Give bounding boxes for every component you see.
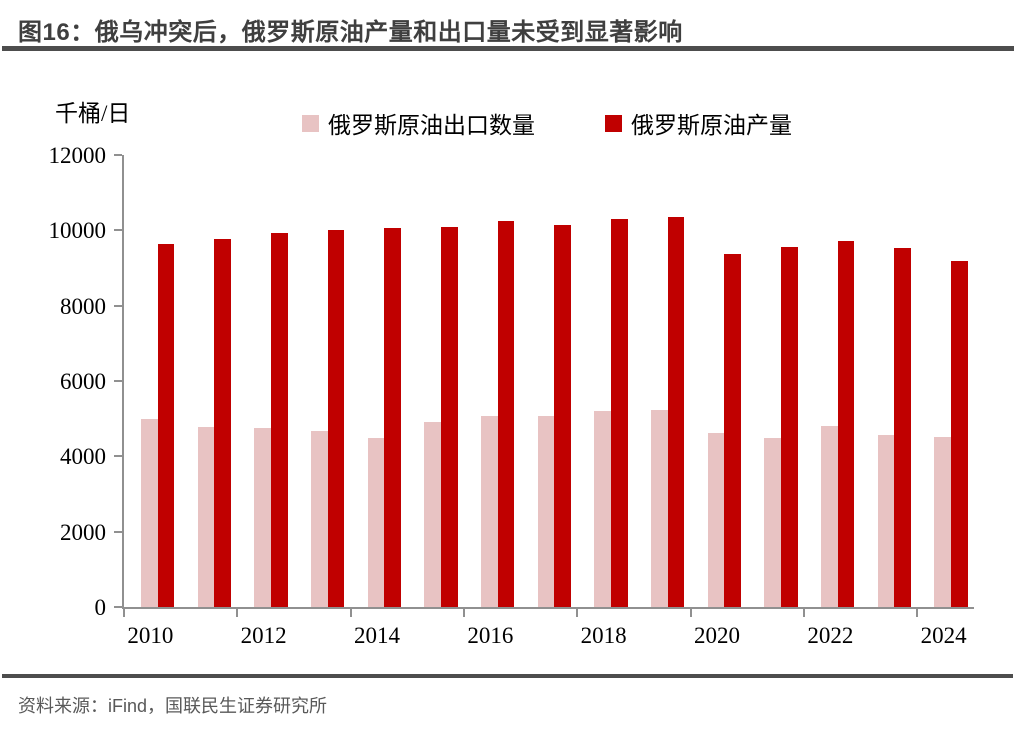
legend-label-production: 俄罗斯原油产量 xyxy=(631,113,792,138)
bar-production-2018 xyxy=(611,218,628,607)
bar-production-2022 xyxy=(837,240,855,607)
bar-production-2013 xyxy=(327,229,345,607)
y-axis-tick xyxy=(114,154,122,156)
x-axis-tick-label: 2016 xyxy=(467,623,514,648)
bar-production-2011 xyxy=(214,239,232,607)
chart-legend: 俄罗斯原油出口数量 俄罗斯原油产量 xyxy=(122,106,972,140)
y-axis-tick-label: 4000 xyxy=(60,444,106,470)
bar-exports-2021 xyxy=(764,437,782,607)
bar-production-2019 xyxy=(667,216,685,607)
source-note: 资料来源：iFind，国联民生证券研究所 xyxy=(18,696,328,716)
bar-production-2012 xyxy=(271,233,288,607)
x-axis-tick xyxy=(463,609,465,617)
x-axis-tick xyxy=(349,609,352,617)
bar-production-2014 xyxy=(384,228,402,607)
x-axis-tick xyxy=(123,609,125,617)
x-axis-tick-label: 2010 xyxy=(127,623,174,648)
bar-exports-2015 xyxy=(424,422,442,607)
bar-exports-2024 xyxy=(934,436,952,607)
bar-production-2010 xyxy=(157,243,175,607)
y-axis-tick xyxy=(114,229,122,232)
legend-item-exports: 俄罗斯原油出口数量 xyxy=(302,106,535,140)
y-axis-tick xyxy=(114,380,122,382)
bar-exports-2017 xyxy=(537,416,555,607)
bar-exports-2018 xyxy=(594,411,612,607)
x-axis-tick xyxy=(803,609,805,617)
bar-production-2021 xyxy=(781,246,798,607)
bar-exports-2014 xyxy=(367,437,385,607)
bar-exports-2012 xyxy=(254,427,272,607)
x-axis-tick xyxy=(236,609,239,617)
legend-swatch-production xyxy=(605,114,622,132)
footer-divider-rule xyxy=(2,674,1013,678)
legend-swatch-exports xyxy=(302,114,319,132)
bar-exports-2016 xyxy=(481,415,498,607)
x-axis-tick xyxy=(689,609,692,617)
bar-production-2017 xyxy=(554,224,572,607)
bar-production-2024 xyxy=(951,261,968,607)
x-axis-tick xyxy=(576,609,579,617)
plot-area xyxy=(114,154,974,617)
y-axis-tick-label: 8000 xyxy=(60,293,106,319)
x-axis-tick-label: 2024 xyxy=(920,623,967,648)
y-axis-tick xyxy=(114,455,122,458)
bar-exports-2019 xyxy=(651,410,668,607)
bar-production-2023 xyxy=(894,247,912,607)
x-axis-tick-label: 2020 xyxy=(694,623,740,648)
figure-title: 图16：俄乌冲突后，俄罗斯原油产量和出口量未受到显著影响 xyxy=(18,19,683,46)
y-axis-tick-labels: 0 2000 4000 6000 8000 10000 12000 xyxy=(0,144,107,619)
legend-label-exports: 俄罗斯原油出口数量 xyxy=(328,113,535,138)
y-axis-tick-label: 2000 xyxy=(60,519,106,545)
y-axis-tick-label: 6000 xyxy=(60,369,106,394)
y-axis-tick-label: 12000 xyxy=(48,143,107,168)
bar-production-2020 xyxy=(724,253,742,607)
y-axis-tick-label: 10000 xyxy=(48,218,107,244)
bar-exports-2022 xyxy=(821,426,838,607)
legend-item-production: 俄罗斯原油产量 xyxy=(605,106,792,140)
x-axis-tick xyxy=(916,609,919,617)
y-axis-tick xyxy=(114,530,122,533)
x-axis-tick-labels: 2010 2012 2014 2016 2018 2020 2022 2024 xyxy=(122,623,972,653)
x-axis-tick-label: 2014 xyxy=(354,623,400,648)
x-axis-tick-label: 2012 xyxy=(240,623,287,648)
bar-exports-2023 xyxy=(877,434,895,607)
y-axis-tick-label: 0 xyxy=(94,595,107,620)
bar-exports-2011 xyxy=(197,426,215,607)
y-axis-tick xyxy=(114,304,122,307)
bar-exports-2013 xyxy=(311,430,328,607)
bar-production-2015 xyxy=(441,227,458,607)
bar-production-2016 xyxy=(497,220,515,607)
y-axis-unit-label: 千桶/日 xyxy=(55,101,131,126)
bar-exports-2020 xyxy=(707,432,725,607)
x-axis-tick-label: 2018 xyxy=(580,623,627,648)
y-axis-tick xyxy=(114,606,122,608)
title-underline-rule xyxy=(2,46,1014,51)
bar-exports-2010 xyxy=(141,418,158,607)
x-axis-tick-label: 2022 xyxy=(807,623,854,648)
